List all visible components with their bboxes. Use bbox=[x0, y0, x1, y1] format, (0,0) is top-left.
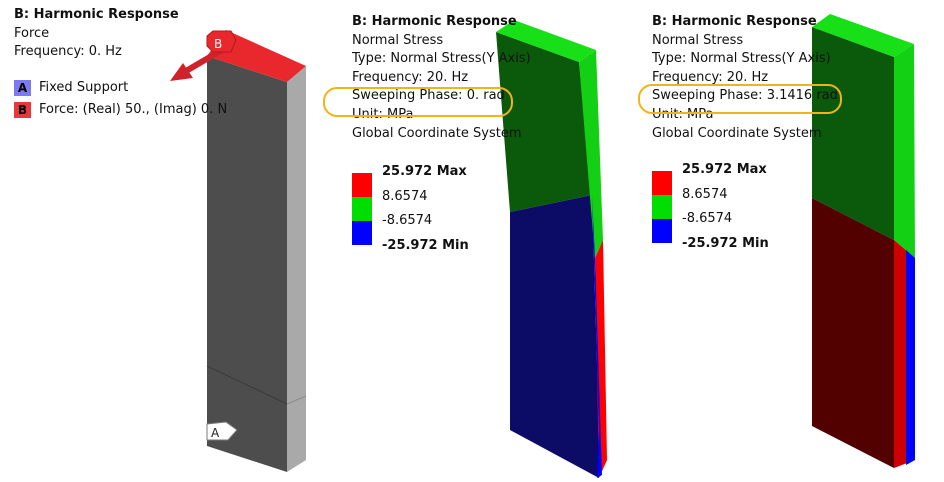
marker-a-shape[interactable] bbox=[206, 421, 238, 441]
sweeping-phase-text: Sweeping Phase: 3.1416 rad bbox=[652, 88, 838, 104]
tag-a-box: A bbox=[14, 80, 31, 96]
analysis-title: B: Harmonic Response bbox=[14, 7, 179, 22]
legend-item-force[interactable]: B Force: (Real) 50., (Imag) 0. N bbox=[14, 101, 227, 119]
force-arrow-shaft bbox=[184, 47, 224, 74]
beam-front-face-positive bbox=[496, 32, 592, 212]
legend-max-label: 25.972 Max bbox=[382, 164, 467, 179]
legend-value-label: 8.6574 bbox=[382, 189, 428, 204]
marker-b-label: B bbox=[214, 37, 222, 51]
color-legend[interactable]: 25.972 Max 8.6574 -8.6574 -25.972 Min bbox=[352, 164, 492, 254]
legend-value-label: -8.6574 bbox=[382, 213, 433, 228]
legend-band-blue bbox=[652, 219, 672, 243]
result-type: Type: Normal Stress(Y Axis) bbox=[652, 51, 831, 67]
boundary-legend: A Fixed Support B Force: (Real) 50., (Im… bbox=[14, 79, 227, 123]
legend-value-label: -8.6574 bbox=[682, 211, 733, 226]
info-block: B: Harmonic Response Normal Stress Type:… bbox=[652, 13, 838, 143]
force-arrow-head bbox=[170, 63, 193, 81]
panel-stress-phase-pi: B: Harmonic Response Normal Stress Type:… bbox=[630, 0, 944, 482]
beam-front-face-negative bbox=[812, 198, 894, 468]
unit-text: Unit: MPa bbox=[352, 106, 414, 122]
panel-force-setup: B A B: Harmonic Response Force Frequency… bbox=[0, 0, 320, 482]
beam-top-face bbox=[812, 14, 914, 57]
legend-band-red bbox=[652, 171, 672, 195]
phase-highlight-circle bbox=[638, 84, 842, 114]
frequency-text: Frequency: 20. Hz bbox=[652, 69, 769, 85]
legend-label: Force: (Real) 50., (Imag) 0. N bbox=[39, 102, 228, 117]
marker-b-shape[interactable] bbox=[206, 30, 237, 53]
coordinate-system-text: Global Coordinate System bbox=[652, 125, 822, 141]
beam-model-stress-phase-0[interactable] bbox=[320, 0, 630, 482]
beam-side-face-green bbox=[894, 44, 915, 258]
result-name: Force bbox=[14, 25, 50, 41]
coordinate-system-text: Global Coordinate System bbox=[352, 125, 522, 141]
beam-front-face-positive bbox=[812, 27, 894, 240]
beam-side-face-blue bbox=[592, 195, 602, 478]
beam-side-face-blue bbox=[906, 250, 915, 465]
legend-band-red bbox=[352, 173, 372, 197]
analysis-title: B: Harmonic Response bbox=[652, 14, 817, 29]
frequency-text: Frequency: 20. Hz bbox=[352, 69, 469, 85]
marker-a-label: A bbox=[211, 426, 220, 440]
legend-item-fixed-support[interactable]: A Fixed Support bbox=[14, 79, 227, 97]
beam-model-undeformed[interactable]: B A bbox=[0, 0, 320, 482]
info-block: B: Harmonic Response Normal Stress Type:… bbox=[352, 13, 531, 143]
beam-top-face bbox=[496, 20, 596, 62]
info-block: B: Harmonic Response Force Frequency: 0.… bbox=[14, 6, 179, 62]
result-name: Normal Stress bbox=[352, 32, 444, 48]
analysis-title: B: Harmonic Response bbox=[352, 14, 517, 29]
beam-front-face-negative bbox=[510, 195, 599, 478]
phase-highlight-circle bbox=[323, 87, 513, 117]
beam-side-face-red bbox=[595, 240, 607, 478]
beam-model-stress-phase-pi[interactable] bbox=[630, 0, 944, 482]
beam-left-face bbox=[207, 56, 287, 472]
legend-max-label: 25.972 Max bbox=[682, 162, 767, 177]
result-name: Normal Stress bbox=[652, 32, 744, 48]
legend-band-green bbox=[652, 195, 672, 219]
legend-band-blue bbox=[352, 221, 372, 245]
legend-band-green bbox=[352, 197, 372, 221]
legend-label: Fixed Support bbox=[39, 80, 129, 95]
mesh-line bbox=[286, 395, 307, 405]
legend-min-label: -25.972 Min bbox=[382, 238, 469, 253]
panel-stress-phase-0: B: Harmonic Response Normal Stress Type:… bbox=[320, 0, 630, 482]
legend-min-label: -25.972 Min bbox=[682, 236, 769, 251]
sweeping-phase-text: Sweeping Phase: 0. rad bbox=[352, 88, 505, 104]
unit-text: Unit: MPa bbox=[652, 106, 714, 122]
frequency-text: Frequency: 0. Hz bbox=[14, 44, 122, 60]
result-type: Type: Normal Stress(Y Axis) bbox=[352, 51, 531, 67]
color-legend[interactable]: 25.972 Max 8.6574 -8.6574 -25.972 Min bbox=[652, 162, 792, 252]
legend-value-label: 8.6574 bbox=[682, 187, 728, 202]
beam-side-face-green bbox=[579, 50, 603, 258]
beam-right-face bbox=[287, 66, 306, 472]
tag-b-box: B bbox=[14, 102, 31, 118]
mesh-line bbox=[206, 365, 288, 405]
